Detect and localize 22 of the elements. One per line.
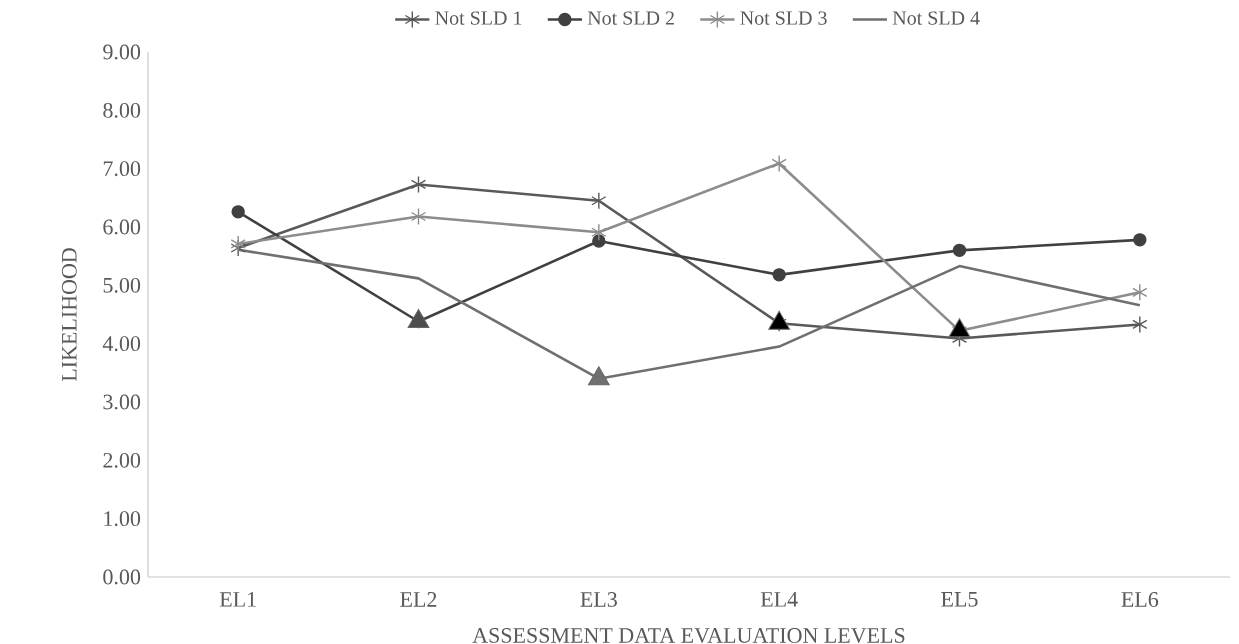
y-tick-label: 8.00 — [103, 102, 141, 118]
y-tick-label: 6.00 — [103, 219, 141, 235]
y-tick-label: 9.00 — [103, 44, 141, 60]
y-tick-label: 4.00 — [102, 336, 141, 352]
x-axis-title: ASSESSMENT DATA EVALUATION LEVELS — [472, 628, 905, 643]
y-axis-title: LIKELIHOOD — [61, 248, 77, 382]
x-tick-label: EL4 — [760, 592, 798, 607]
x-tick-label: EL6 — [1121, 592, 1159, 607]
y-tick-label: 3.00 — [103, 394, 141, 410]
legend-label: Not SLD 1 — [435, 11, 522, 25]
legend-label: Not SLD 3 — [740, 11, 827, 25]
x-tick-label: EL1 — [219, 592, 256, 607]
y-tick-label: 1.00 — [104, 511, 141, 527]
y-tick-label: 2.00 — [103, 452, 141, 468]
y-tick-label: 7.00 — [103, 161, 141, 177]
y-tick-label: 0.00 — [103, 569, 141, 585]
x-tick-label: EL3 — [580, 592, 617, 607]
legend-label: Not SLD 4 — [892, 11, 980, 25]
legend-label: Not SLD 2 — [587, 11, 674, 25]
y-tick-label: 5.00 — [103, 277, 141, 293]
x-tick-label: EL5 — [941, 592, 978, 607]
x-tick-label: EL2 — [400, 592, 437, 607]
